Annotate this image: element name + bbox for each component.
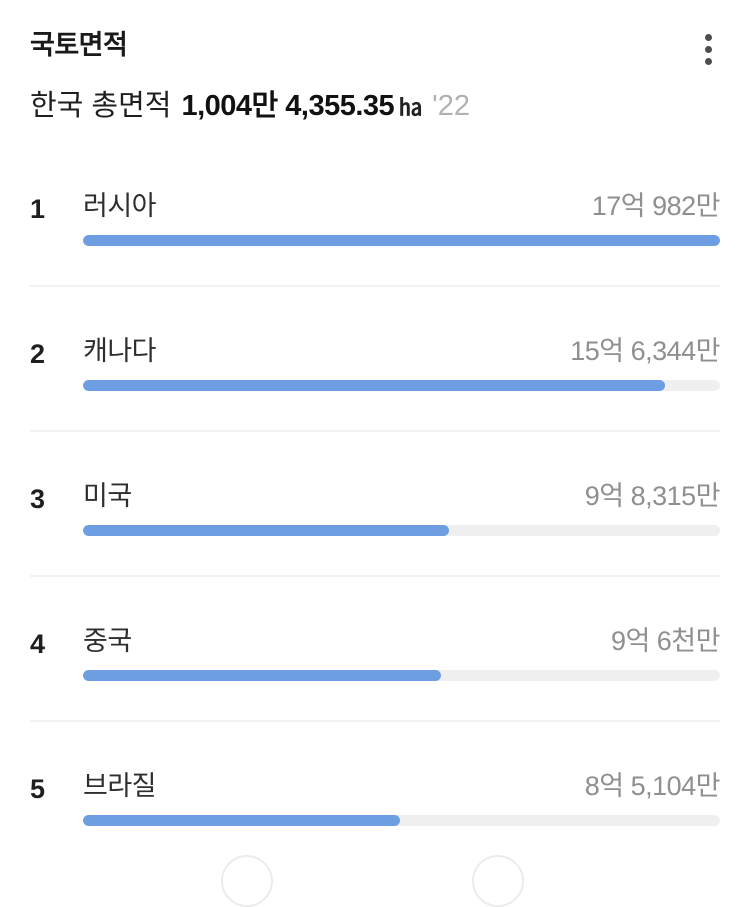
rank-row[interactable]: 2 캐나다 15억 6,344만 [30, 287, 720, 432]
area-value: 17억 982만 [591, 191, 721, 221]
area-value: 9억 8,315만 [584, 481, 721, 511]
area-value: 9억 6천만 [610, 626, 721, 656]
area-value: 15억 6,344만 [570, 336, 720, 366]
bar-fill [83, 670, 441, 681]
bar-fill [83, 235, 720, 246]
country-name: 러시아 [83, 191, 157, 221]
data-year-label: '22 [432, 90, 470, 122]
kebab-dot-icon [705, 34, 712, 41]
country-name: 캐나다 [83, 336, 157, 366]
widget-title: 국토면적 [30, 30, 128, 60]
country-name: 미국 [83, 481, 132, 511]
country-name: 중국 [83, 626, 132, 656]
country-ranking-list: 1 러시아 17억 982만 2 캐나다 15억 6,344만 3 [30, 142, 721, 867]
rank-row[interactable]: 3 미국 9억 8,315만 [30, 432, 721, 577]
row-main: 중국 9억 6천만 [83, 619, 721, 681]
row-text-line: 브라질 8억 5,104만 [83, 764, 721, 801]
bar-track [83, 380, 720, 391]
rank-number: 2 [30, 339, 46, 369]
bar-track [83, 670, 720, 681]
rank-number: 1 [30, 194, 46, 224]
korea-total-value: 1,004만 4,355.35 [181, 90, 395, 122]
row-main: 러시아 17억 982만 [83, 184, 721, 246]
page-next-button[interactable] [472, 855, 524, 907]
kebab-menu-button[interactable] [697, 30, 720, 69]
kebab-dot-icon [705, 58, 712, 65]
rank-number: 3 [30, 484, 46, 514]
bar-fill [83, 815, 401, 826]
korea-total-line: 한국 총면적 1,004만 4,355.35 ㏊ '22 [30, 88, 720, 125]
widget-header: 국토면적 [30, 0, 720, 65]
row-text-line: 중국 9억 6천만 [83, 619, 721, 656]
row-main: 미국 9억 8,315만 [83, 474, 721, 536]
country-name: 브라질 [83, 771, 157, 801]
row-main: 캐나다 15억 6,344만 [83, 329, 720, 391]
hectare-unit-label: ㏊ [399, 94, 423, 120]
korea-total-label: 한국 총면적 [30, 90, 172, 122]
bar-fill [83, 525, 450, 536]
bar-track [83, 815, 720, 826]
row-main: 브라질 8억 5,104만 [83, 764, 721, 826]
bar-track [83, 235, 720, 246]
rank-row[interactable]: 1 러시아 17억 982만 [30, 142, 721, 287]
bar-track [83, 525, 720, 536]
row-text-line: 캐나다 15억 6,344만 [83, 329, 720, 366]
rank-number: 5 [30, 774, 46, 804]
area-value: 8억 5,104만 [584, 771, 721, 801]
land-area-widget: 국토면적 한국 총면적 1,004만 4,355.35 ㏊ '22 1 러시아 … [30, 0, 721, 867]
page-prev-button[interactable] [221, 855, 273, 907]
rank-row[interactable]: 4 중국 9억 6천만 [30, 577, 721, 722]
rank-row[interactable]: 5 브라질 8억 5,104만 [30, 722, 721, 867]
rank-number: 4 [30, 629, 46, 659]
bar-fill [83, 380, 666, 391]
row-text-line: 러시아 17억 982만 [83, 184, 721, 221]
kebab-dot-icon [705, 46, 712, 53]
row-text-line: 미국 9억 8,315만 [83, 474, 721, 511]
